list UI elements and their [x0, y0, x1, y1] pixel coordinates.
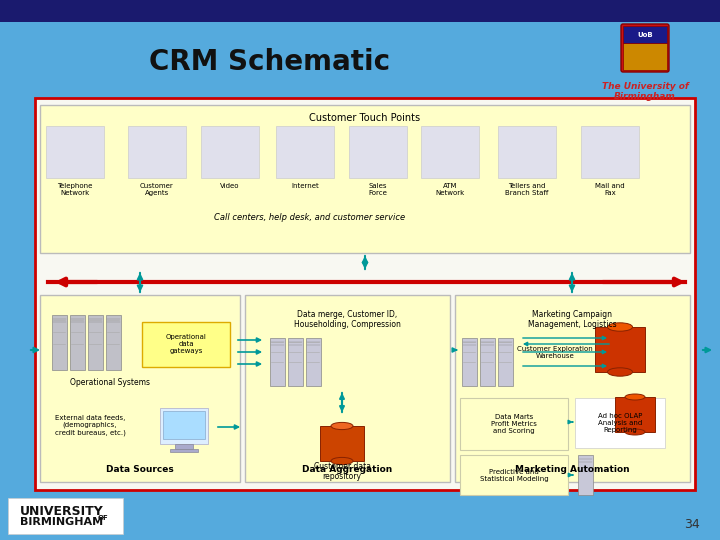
Bar	[455, 295, 690, 482]
Text: BIRMINGHAM: BIRMINGHAM	[20, 517, 104, 527]
Text: Customer Touch Points: Customer Touch Points	[310, 113, 420, 123]
Text: OF: OF	[98, 515, 109, 521]
Bar	[460, 455, 568, 495]
Text: CRM Schematic: CRM Schematic	[150, 48, 390, 76]
Text: Sales
Force: Sales Force	[369, 183, 387, 196]
Ellipse shape	[331, 422, 353, 430]
Text: Marketing Automation: Marketing Automation	[515, 465, 629, 475]
Bar	[615, 397, 655, 432]
Bar	[460, 398, 568, 450]
Text: Data merge, Customer ID,
Householding, Compression: Data merge, Customer ID, Householding, C…	[294, 310, 400, 329]
Bar	[623, 26, 667, 43]
Bar	[320, 426, 364, 461]
Text: Operational
data
gateways: Operational data gateways	[166, 334, 207, 354]
Bar	[106, 315, 121, 370]
Bar	[52, 315, 67, 370]
Bar	[35, 98, 695, 490]
Text: Ad hoc OLAP
Analysis and
Reporting: Ad hoc OLAP Analysis and Reporting	[598, 413, 642, 433]
Text: 34: 34	[684, 518, 700, 531]
Bar	[578, 455, 593, 495]
Text: Tellers and
Branch Staff: Tellers and Branch Staff	[505, 183, 549, 196]
Ellipse shape	[608, 368, 632, 376]
Text: Operational Systems: Operational Systems	[70, 378, 150, 387]
Bar	[270, 338, 285, 386]
Text: Marketing Campaign
Management, Logistics: Marketing Campaign Management, Logistics	[528, 310, 616, 329]
Bar	[349, 126, 407, 178]
Text: Data Marts
Profit Metrics
and Scoring: Data Marts Profit Metrics and Scoring	[491, 414, 537, 434]
Bar	[595, 327, 645, 372]
Ellipse shape	[625, 394, 645, 400]
Text: Customer Exploration
Warehouse: Customer Exploration Warehouse	[517, 346, 593, 359]
Text: Mail and
Fax: Mail and Fax	[595, 183, 625, 196]
Ellipse shape	[608, 323, 632, 331]
Bar	[40, 295, 240, 482]
Bar	[306, 338, 321, 386]
Text: UNIVERSITY: UNIVERSITY	[20, 505, 104, 518]
Bar	[88, 315, 103, 370]
FancyBboxPatch shape	[621, 24, 669, 72]
Bar	[40, 105, 690, 253]
Text: Call centers, help desk, and customer service: Call centers, help desk, and customer se…	[215, 213, 405, 222]
Bar	[70, 315, 85, 370]
Ellipse shape	[331, 457, 353, 464]
Text: Predictive and
Statistical Modeling: Predictive and Statistical Modeling	[480, 469, 549, 482]
Bar	[421, 126, 479, 178]
Bar	[581, 126, 639, 178]
Bar	[160, 408, 208, 444]
Bar	[623, 43, 667, 70]
Bar	[276, 126, 334, 178]
Text: Customer data
repository: Customer data repository	[313, 462, 371, 481]
Text: Video: Video	[220, 183, 240, 189]
Bar	[46, 126, 104, 178]
Bar	[245, 295, 450, 482]
Ellipse shape	[625, 429, 645, 435]
Bar	[8, 498, 123, 534]
Text: Data Aggregation: Data Aggregation	[302, 465, 392, 475]
Bar	[170, 449, 198, 452]
Bar	[142, 322, 230, 367]
Bar	[462, 338, 477, 386]
Bar	[498, 126, 556, 178]
Text: External data feeds,
(demographics,
credit bureaus, etc.): External data feeds, (demographics, cred…	[55, 415, 125, 436]
Text: The University of
Birmingham: The University of Birmingham	[602, 82, 688, 102]
Bar	[575, 398, 665, 448]
Text: ATM
Network: ATM Network	[436, 183, 464, 196]
Bar	[0, 10, 720, 22]
Bar	[163, 411, 205, 439]
Bar	[128, 126, 186, 178]
Bar	[498, 338, 513, 386]
Bar	[175, 444, 193, 449]
Text: UoB: UoB	[637, 32, 653, 38]
Text: Data Sources: Data Sources	[106, 465, 174, 475]
Text: Telephone
Network: Telephone Network	[58, 183, 93, 196]
Bar	[201, 126, 259, 178]
Text: Customer
Agents: Customer Agents	[140, 183, 174, 196]
Bar	[480, 338, 495, 386]
Bar	[0, 0, 720, 22]
Bar	[288, 338, 303, 386]
Text: Internet: Internet	[291, 183, 319, 189]
